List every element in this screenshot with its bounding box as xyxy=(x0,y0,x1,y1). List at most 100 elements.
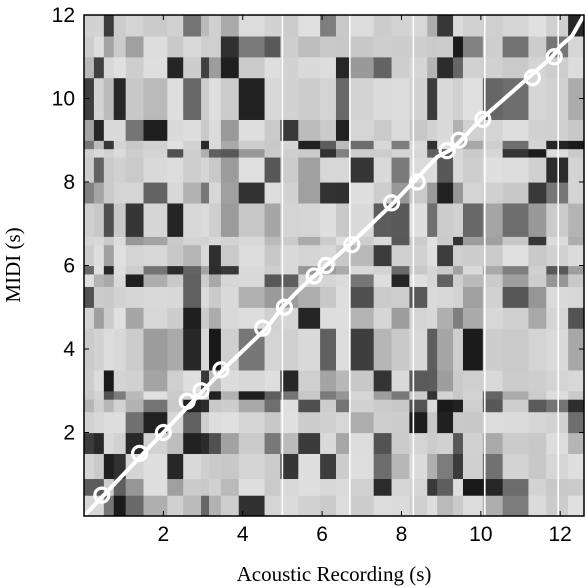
y-tick-label: 12 xyxy=(52,4,75,27)
matrix-cell xyxy=(373,273,393,287)
matrix-cell xyxy=(320,35,337,58)
matrix-cell xyxy=(298,202,321,237)
matrix-cell xyxy=(409,56,428,79)
matrix-cell xyxy=(167,77,184,120)
matrix-cell xyxy=(502,236,530,246)
matrix-cell xyxy=(280,77,299,120)
matrix-cell xyxy=(201,156,210,183)
matrix-cell xyxy=(103,202,115,237)
matrix-cell xyxy=(113,432,127,454)
matrix-cell xyxy=(84,35,95,58)
matrix-cell xyxy=(320,156,337,183)
matrix-cell xyxy=(201,244,210,267)
x-axis-label: Acoustic Recording (s) xyxy=(237,562,432,586)
path-marker xyxy=(253,319,272,337)
matrix-cell xyxy=(298,478,321,496)
matrix-cell xyxy=(113,202,127,237)
matrix-cell xyxy=(502,328,530,371)
matrix-cell xyxy=(103,286,115,308)
matrix-cell xyxy=(437,307,454,329)
matrix-cell xyxy=(349,411,375,434)
matrix-cell xyxy=(113,328,127,371)
matrix-cell xyxy=(427,182,438,204)
matrix-cell xyxy=(391,390,410,400)
matrix-cell xyxy=(349,453,375,480)
matrix-cell xyxy=(349,432,375,454)
matrix-cell xyxy=(103,273,115,287)
matrix-cell xyxy=(391,35,410,58)
matrix-cell xyxy=(427,432,438,454)
matrix-cell xyxy=(220,156,240,183)
matrix-cell xyxy=(220,273,240,287)
matrix-cell xyxy=(238,265,266,275)
matrix-cell xyxy=(568,453,584,480)
path-marker xyxy=(438,142,456,160)
matrix-cell xyxy=(201,265,210,275)
matrix-cell xyxy=(220,453,240,480)
matrix-cell xyxy=(167,478,184,496)
matrix-cell xyxy=(238,140,266,150)
matrix-cell xyxy=(568,411,584,434)
matrix-cell xyxy=(427,265,438,275)
matrix-cell xyxy=(453,495,464,516)
matrix-cell xyxy=(568,286,584,308)
matrix-cell xyxy=(349,265,375,275)
matrix-cell xyxy=(93,56,105,79)
matrix-cell xyxy=(320,369,337,392)
matrix-cell xyxy=(462,399,484,413)
matrix-cell xyxy=(453,411,464,434)
matrix-cell xyxy=(167,273,184,287)
matrix-cell xyxy=(502,286,530,308)
matrix-cell xyxy=(209,148,222,158)
matrix-cell xyxy=(93,140,105,150)
matrix-cell xyxy=(568,35,584,58)
matrix-cell xyxy=(238,411,266,434)
matrix-cell xyxy=(349,286,375,308)
matrix-cell xyxy=(201,77,210,120)
matrix-cell xyxy=(113,411,127,434)
matrix-cell xyxy=(93,236,105,246)
matrix-cell xyxy=(280,411,299,434)
matrix-cell xyxy=(528,478,547,496)
matrix-cell xyxy=(220,265,240,275)
matrix-cell xyxy=(167,148,184,158)
matrix-cell xyxy=(84,236,95,246)
matrix-cell xyxy=(183,148,202,158)
matrix-cell xyxy=(183,236,202,246)
matrix-cell xyxy=(437,273,454,287)
matrix-cell xyxy=(238,307,266,329)
matrix-cell xyxy=(462,236,484,246)
matrix-cell xyxy=(482,369,504,392)
matrix-cell xyxy=(427,328,438,371)
matrix-cell xyxy=(409,15,428,37)
matrix-cell xyxy=(143,273,168,287)
matrix-cell xyxy=(280,56,299,79)
matrix-cell xyxy=(264,399,282,413)
matrix-cell xyxy=(220,56,240,79)
matrix-cell xyxy=(183,478,202,496)
matrix-cell xyxy=(93,399,105,413)
matrix-cell xyxy=(143,15,168,37)
matrix-cell xyxy=(125,432,145,454)
matrix-cell xyxy=(373,244,393,267)
matrix-cell xyxy=(220,307,240,329)
matrix-cell xyxy=(280,495,299,516)
matrix-cell xyxy=(502,15,530,37)
x-tick-label: 4 xyxy=(237,523,249,546)
matrix-cell xyxy=(528,202,547,237)
matrix-cell xyxy=(125,35,145,58)
matrix-cell xyxy=(209,140,222,150)
matrix-cell xyxy=(502,411,530,434)
matrix-cell xyxy=(409,453,428,480)
matrix-cell xyxy=(320,202,337,237)
matrix-cell xyxy=(183,140,202,150)
matrix-cell xyxy=(183,265,202,275)
matrix-cell xyxy=(201,140,210,150)
matrix-cell xyxy=(298,244,321,267)
matrix-cell xyxy=(391,328,410,371)
matrix-cell xyxy=(103,148,115,158)
matrix-cell xyxy=(335,182,351,204)
matrix-cell xyxy=(462,478,484,496)
matrix-cell xyxy=(183,119,202,141)
matrix-cell xyxy=(264,390,282,400)
